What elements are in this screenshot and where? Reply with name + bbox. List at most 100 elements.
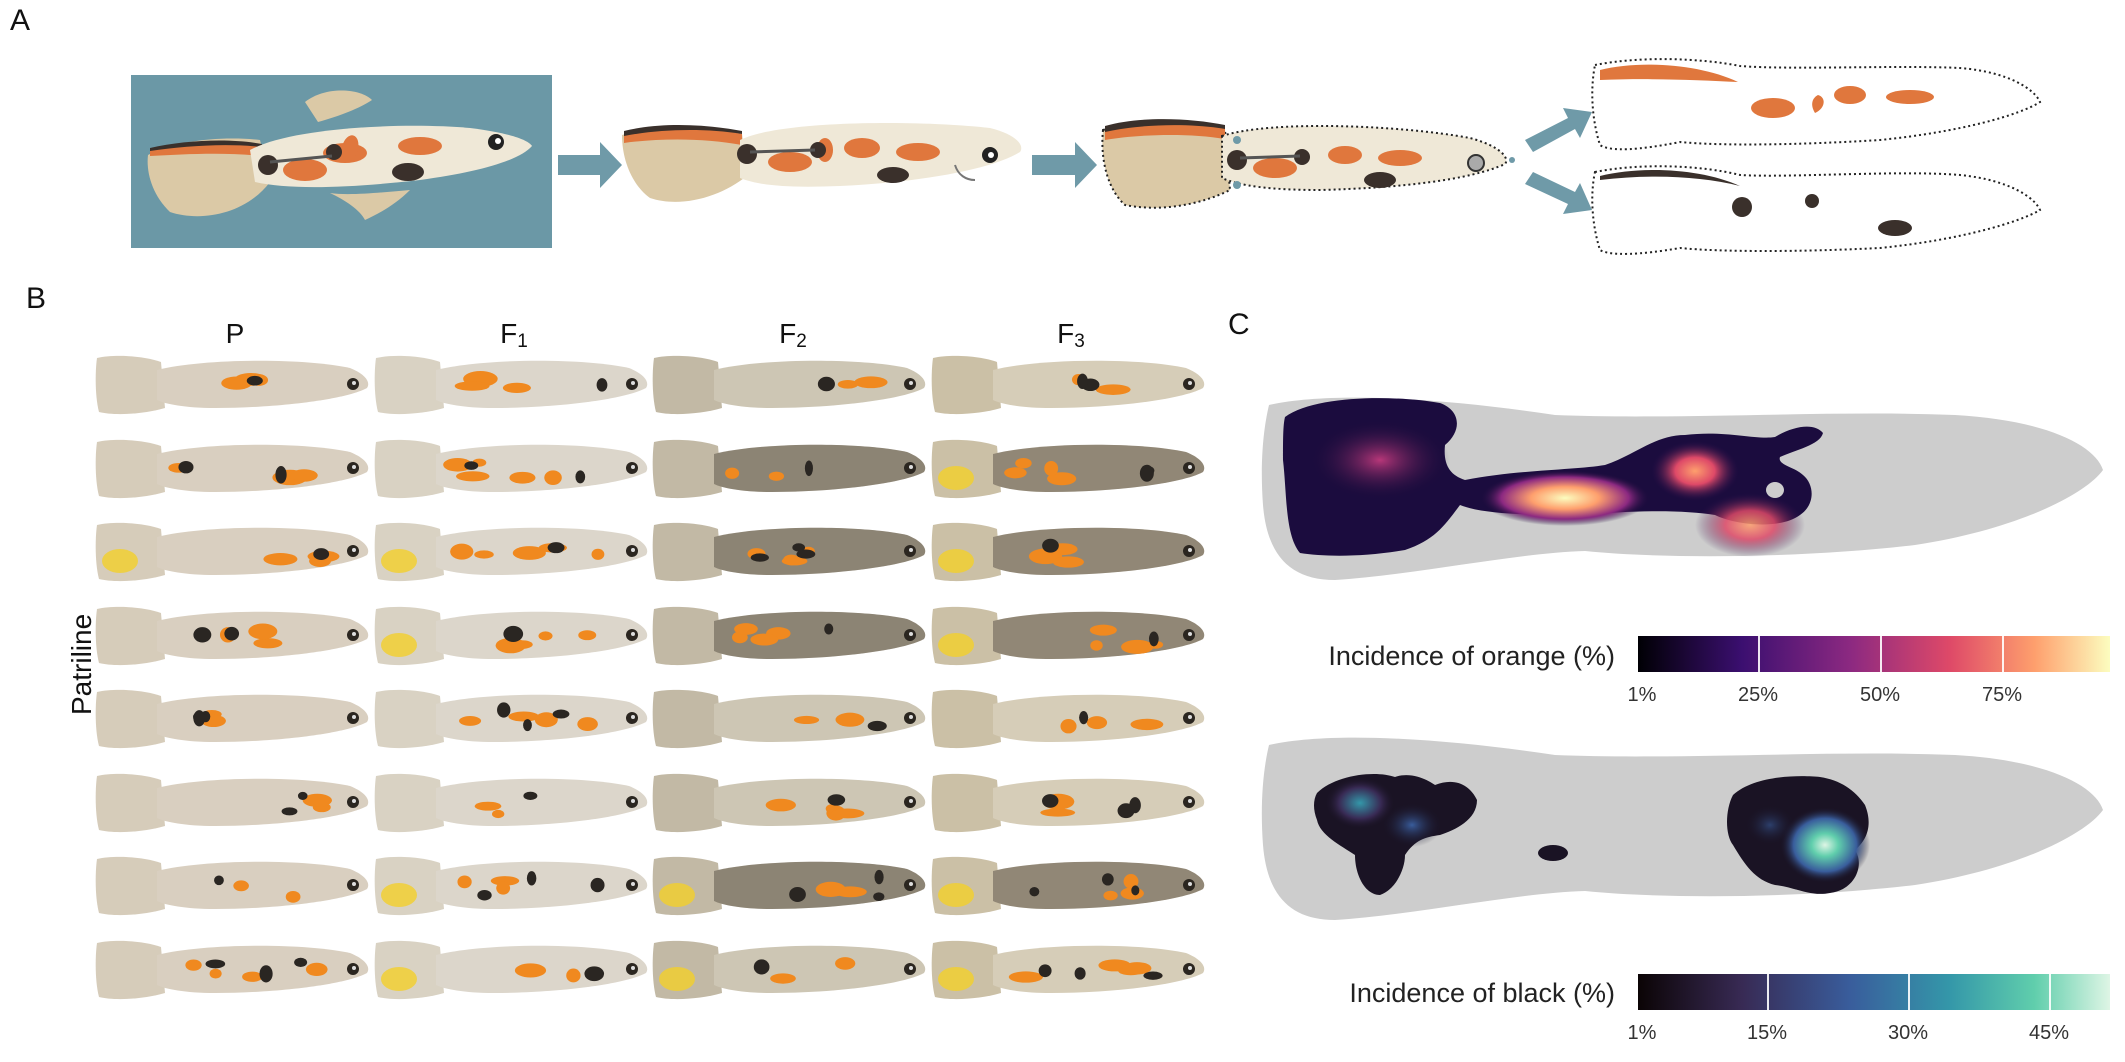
orange-spot: [508, 711, 540, 722]
column-header-base: F: [1057, 318, 1075, 349]
patriline-axis-label: Patriline: [66, 613, 97, 715]
panel-a-schematic: [131, 58, 2042, 255]
fish-photo: [931, 689, 1205, 749]
fish-photo: [652, 773, 926, 832]
orange-hotspot-4: [1310, 420, 1450, 500]
arrow-1-icon: [558, 142, 622, 188]
black-spot: [817, 376, 835, 392]
orange-pattern-outline: [1591, 58, 2042, 151]
black-spot: [824, 622, 834, 635]
black-colorbar-tick: [1908, 974, 1910, 1010]
fish-photo: [931, 606, 1205, 665]
orange-spot: [496, 881, 511, 895]
yellow-tail-patch: [659, 966, 695, 991]
black-spot: [313, 548, 330, 561]
fish-photo: [931, 940, 1205, 999]
yellow-tail-patch: [938, 966, 974, 991]
fish-photo: [652, 439, 926, 498]
orange-spot: [510, 639, 533, 649]
column-header-f1: F1: [454, 318, 574, 353]
fish-photo: [374, 689, 648, 749]
yellow-tail-patch: [938, 632, 974, 657]
black-pattern-outline: [1591, 165, 2042, 255]
black-spot: [1038, 963, 1052, 977]
orange-spot: [538, 630, 553, 640]
black-spot: [1074, 966, 1086, 980]
orange-colorbar-tick: [2002, 636, 2004, 672]
orange-colorbar-tick: [1758, 636, 1760, 672]
black-spot: [873, 892, 885, 901]
black-spot: [477, 889, 492, 901]
orange-spot: [1052, 556, 1084, 568]
black-spot: [297, 791, 308, 800]
orange-colorbar-tick: [1880, 636, 1882, 672]
orange-spot: [474, 550, 494, 559]
black-hotspot-4: [1745, 805, 1795, 845]
black-spot: [224, 626, 240, 641]
orange-tick-label: 25%: [1737, 684, 1779, 706]
orange-hole: [1766, 482, 1784, 498]
panel-label-c: C: [1228, 308, 1250, 341]
black-spot: [590, 877, 605, 893]
yellow-tail-patch: [938, 465, 974, 490]
black-spot: [214, 875, 224, 886]
yellow-tail-patch: [381, 549, 417, 573]
black-spot: [1042, 538, 1059, 553]
column-header-sub: 3: [1074, 331, 1085, 352]
orange-spot: [835, 956, 856, 970]
orange-spot: [302, 793, 332, 807]
black-colorbar-title: Incidence of black (%): [1349, 978, 1615, 1008]
black-spot: [1117, 802, 1135, 818]
orange-spot: [248, 623, 278, 639]
fish-photo: [652, 355, 926, 415]
fish-photo: [374, 856, 648, 916]
black-hotspot-1: [1780, 807, 1870, 883]
orange-spot: [242, 971, 263, 982]
black-spot: [1077, 373, 1088, 389]
fish-photo: [374, 439, 648, 498]
orange-spot: [1047, 471, 1077, 485]
black-spot: [523, 719, 532, 732]
orange-spot: [512, 546, 546, 560]
orange-spot: [854, 376, 888, 389]
black-spot: [523, 791, 538, 800]
stage-2-segmented-fish: [622, 123, 1022, 202]
black-hotspot-2: [1325, 777, 1395, 829]
fish-photo: [95, 606, 369, 665]
orange-spot: [454, 381, 490, 391]
orange-spot: [290, 468, 318, 482]
orange-spot: [815, 881, 846, 897]
fish-photo: [95, 355, 369, 415]
black-spot: [552, 709, 570, 719]
black-hole: [1538, 845, 1568, 861]
orange-spot: [185, 959, 202, 971]
orange-spot: [1090, 639, 1103, 651]
column-header-sub: 1: [517, 331, 528, 352]
column-header-sub: 2: [796, 331, 807, 352]
fish-photo: [95, 940, 369, 999]
yellow-tail-patch: [102, 549, 138, 573]
column-header-base: F: [500, 318, 518, 349]
fish-photo: [374, 522, 648, 582]
fish-photo: [931, 773, 1205, 832]
black-spot: [193, 626, 212, 643]
orange-spot: [209, 968, 222, 979]
stage-1-photo-fish: [131, 75, 552, 248]
black-spot: [1139, 464, 1154, 482]
fish-photo: [931, 439, 1205, 498]
orange-spot: [253, 637, 283, 648]
orange-colorbar-title: Incidence of orange (%): [1328, 641, 1615, 671]
black-spot: [792, 543, 806, 552]
black-tick-label: 30%: [1887, 1022, 1929, 1044]
orange-spot: [457, 875, 472, 889]
arrow-down-icon: [1525, 172, 1592, 214]
orange-hotspot-2: [1651, 441, 1739, 501]
orange-spot: [1040, 808, 1076, 817]
black-colorbar-tick: [1767, 974, 1769, 1010]
black-silhouette: [1261, 737, 2103, 920]
black-spot: [1079, 711, 1089, 725]
fish-photo: [374, 606, 648, 665]
black-hotspot-3: [1382, 803, 1442, 847]
orange-spot: [578, 629, 597, 640]
orange-spot: [1122, 961, 1152, 974]
